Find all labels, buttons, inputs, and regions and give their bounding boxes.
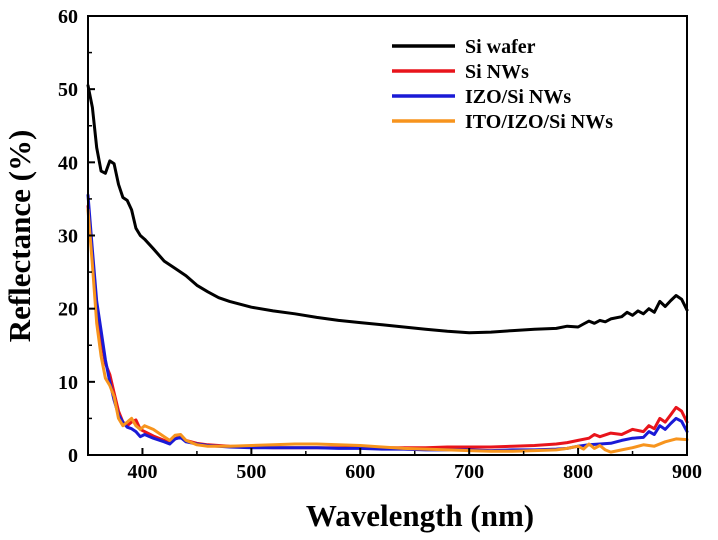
series-line-1 [86,204,689,450]
y-tick-label-10: 10 [58,372,78,394]
ticks-layer: 400 500 600 700 800 900 0 10 20 30 40 50 60 [58,6,702,483]
y-tick-label-20: 20 [58,299,78,321]
y-tick-label-60: 60 [58,6,78,28]
y-tick-label-40: 40 [58,152,78,174]
x-tick-label-800: 800 [563,461,593,483]
legend-label-0: Si wafer [465,36,536,58]
legend: Si wafer Si NWs IZO/Si NWs ITO/IZO/Si NWs [392,36,613,133]
series-layer [86,84,689,454]
series-line-2 [86,193,689,453]
x-axis-title: Wavelength (nm) [306,498,534,533]
x-tick-label-600: 600 [345,461,375,483]
y-tick-label-0: 0 [68,445,78,467]
y-axis-title: Reflectance (%) [2,130,37,343]
x-tick-label-900: 900 [672,461,702,483]
legend-label-2: IZO/Si NWs [465,86,571,108]
series-line-0 [86,84,689,335]
plot-frame [87,15,688,456]
y-tick-label-50: 50 [58,79,78,101]
x-tick-label-700: 700 [454,461,484,483]
x-tick-label-400: 400 [127,461,157,483]
series-line-3 [86,208,689,454]
y-tick-label-30: 30 [58,226,78,248]
legend-label-1: Si NWs [465,61,529,83]
x-tick-label-500: 500 [236,461,266,483]
legend-label-3: ITO/IZO/Si NWs [465,111,613,133]
